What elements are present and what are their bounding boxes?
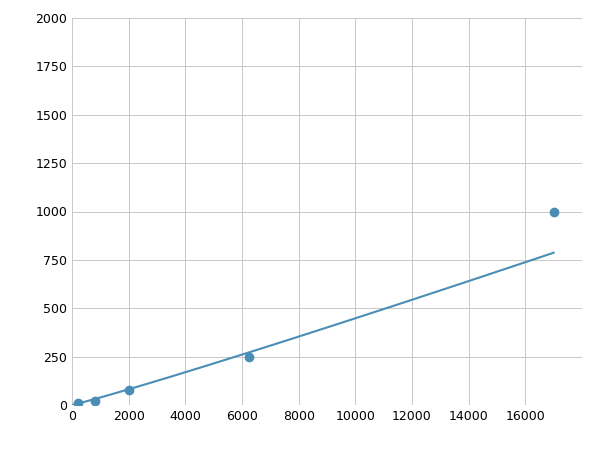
Point [73,400,82,407]
Point [90,397,100,405]
Point [244,353,254,360]
Point [124,387,133,394]
Point [549,208,559,215]
